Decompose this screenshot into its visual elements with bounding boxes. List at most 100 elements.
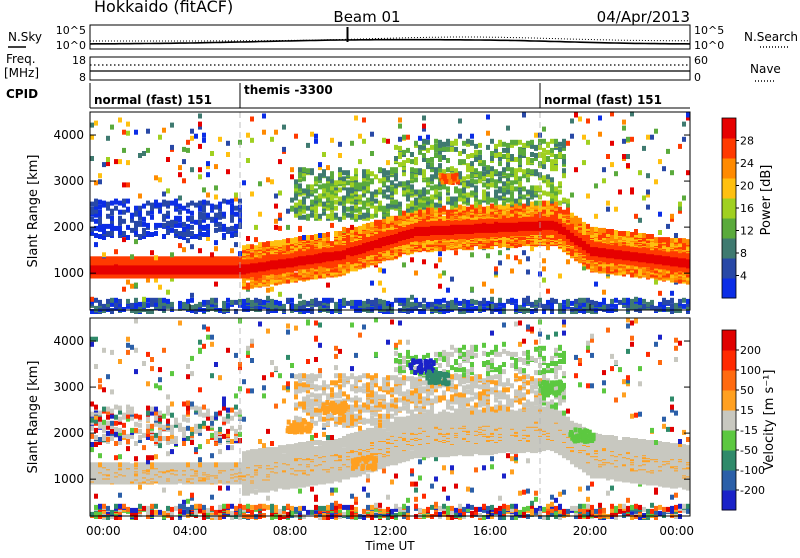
range-cell	[190, 136, 194, 141]
range-cell	[482, 160, 486, 165]
range-cell	[506, 204, 510, 209]
range-cell	[366, 181, 370, 186]
cpid-segment-label: normal (fast) 151	[94, 93, 212, 107]
range-cell	[370, 151, 374, 156]
range-cell	[222, 224, 226, 229]
range-cell	[414, 190, 418, 195]
nsearch-tick-bottom: 10^0	[694, 39, 724, 52]
range-cell	[274, 194, 278, 199]
range-cell	[310, 132, 314, 137]
range-cell	[418, 168, 422, 173]
range-cell	[422, 259, 426, 264]
range-cell	[126, 235, 130, 240]
range-cell	[206, 224, 210, 229]
range-cell	[510, 197, 514, 202]
range-cell	[458, 301, 462, 306]
range-cell	[434, 263, 438, 268]
range-cell	[162, 192, 166, 197]
range-cell	[402, 262, 406, 267]
range-cell	[146, 256, 150, 261]
range-cell	[174, 199, 178, 204]
range-cell	[334, 231, 338, 236]
range-cell	[414, 298, 418, 303]
range-cell	[234, 242, 238, 247]
range-cell	[338, 187, 342, 192]
range-cell	[334, 206, 338, 211]
range-cell	[374, 298, 378, 303]
range-cell	[182, 159, 186, 164]
range-cell	[470, 161, 474, 166]
range-cell	[386, 204, 390, 209]
range-cell	[174, 256, 178, 261]
range-cell	[318, 162, 322, 167]
range-cell	[530, 212, 534, 217]
range-cell	[470, 287, 474, 292]
range-cell	[182, 256, 186, 261]
range-cell	[118, 256, 122, 261]
range-cell	[446, 147, 450, 152]
range-cell	[90, 217, 94, 222]
range-cell	[126, 199, 130, 204]
range-cell	[510, 185, 514, 190]
range-cell	[458, 188, 462, 193]
range-cell	[526, 256, 530, 261]
range-cell	[226, 200, 230, 205]
range-cell	[202, 225, 206, 230]
range-cell	[98, 234, 102, 239]
range-cell	[330, 241, 334, 246]
range-cell	[354, 116, 358, 121]
range-cell	[438, 155, 442, 160]
range-cell	[470, 140, 474, 145]
range-cell	[138, 153, 142, 158]
range-cell	[358, 134, 362, 139]
range-cell	[378, 167, 382, 172]
range-cell	[442, 298, 446, 303]
range-cell	[106, 202, 110, 207]
range-cell	[206, 213, 210, 218]
range-cell	[482, 182, 486, 187]
range-cell	[146, 298, 150, 303]
range-cell	[198, 114, 202, 119]
range-cell	[322, 152, 326, 157]
range-cell	[110, 216, 114, 221]
range-cell	[214, 228, 218, 233]
range-cell	[290, 167, 294, 172]
range-cell	[154, 231, 158, 236]
range-cell	[326, 176, 330, 181]
range-cell	[518, 190, 522, 195]
range-cell	[490, 156, 494, 161]
range-cell	[178, 204, 182, 209]
range-cell	[186, 238, 190, 243]
range-cell	[490, 182, 494, 187]
range-cell	[362, 201, 366, 206]
range-cell	[286, 209, 290, 214]
range-cell	[322, 298, 326, 303]
range-cell	[442, 216, 446, 221]
range-cell	[106, 224, 110, 229]
range-cell	[374, 199, 378, 204]
range-cell	[274, 240, 278, 245]
range-cell	[230, 256, 234, 261]
range-cell	[510, 154, 514, 159]
range-cell	[294, 237, 298, 242]
range-cell	[282, 239, 286, 244]
range-cell	[454, 298, 458, 303]
range-cell	[402, 160, 406, 165]
range-cell	[382, 269, 386, 274]
range-cell	[138, 221, 142, 226]
range-cell	[178, 165, 182, 170]
range-cell	[194, 220, 198, 225]
range-cell	[466, 163, 470, 168]
range-cell	[334, 213, 338, 218]
range-cell	[526, 270, 530, 275]
range-cell	[334, 200, 338, 205]
range-cell	[182, 247, 186, 252]
range-cell	[506, 162, 510, 167]
range-cell	[214, 205, 218, 210]
range-cell	[518, 259, 522, 264]
range-cell	[118, 159, 122, 164]
range-cell	[486, 165, 490, 170]
range-cell	[306, 206, 310, 211]
range-cell	[270, 299, 274, 304]
range-cell	[206, 193, 210, 198]
